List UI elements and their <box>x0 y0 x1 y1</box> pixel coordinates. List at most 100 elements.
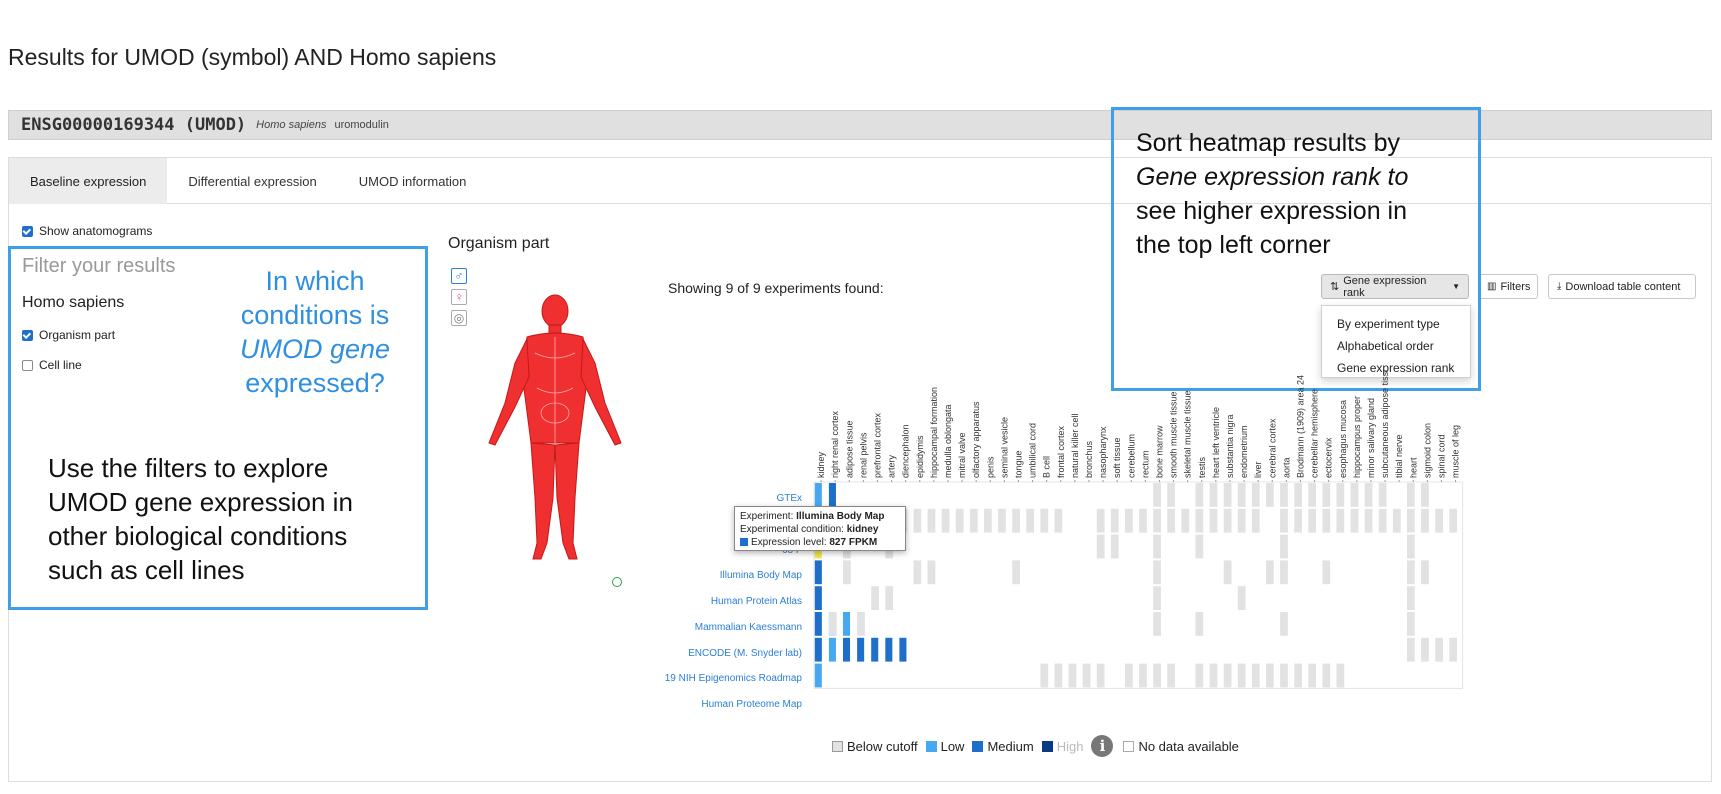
tab-differential-expression[interactable]: Differential expression <box>188 173 317 189</box>
legend-info-icon[interactable]: i <box>1091 735 1114 757</box>
heatmap-column-label: nasopharynx <box>1098 426 1108 478</box>
sort-dropdown-button[interactable]: ⇅ Gene expression rank ▼ <box>1321 274 1469 299</box>
row-label-gtex[interactable]: GTEx <box>776 493 802 504</box>
heatmap-cell <box>814 586 822 610</box>
human-body-anatomogram[interactable] <box>475 293 635 568</box>
download-button[interactable]: ⤓ Download table content <box>1548 274 1696 299</box>
heatmap-cell <box>1096 663 1105 688</box>
tab-umod-information[interactable]: UMOD information <box>358 173 467 189</box>
heatmap-cell <box>1040 663 1049 688</box>
sort-option-experiment-type[interactable]: By experiment type <box>1337 317 1440 331</box>
question-line: In which <box>265 266 365 296</box>
heatmap-cell <box>1407 508 1415 533</box>
row-label-proteome-map[interactable]: Human Proteome Map <box>701 699 802 710</box>
show-anatomograms-checkbox[interactable]: Show anatomograms <box>22 224 152 238</box>
heatmap-cell <box>1223 508 1232 533</box>
legend-swatch <box>1041 740 1053 752</box>
question-line: UMOD gene <box>239 334 391 364</box>
heatmap-cell <box>1251 483 1260 507</box>
heatmap-cell <box>1294 483 1302 507</box>
gene-id: ENSG00000169344 (UMOD) <box>21 115 247 135</box>
heatmap-cell <box>1294 508 1302 533</box>
heatmap-cell <box>1407 612 1415 636</box>
heatmap-column-label: natural killer cell <box>1070 413 1080 478</box>
heatmap-cell <box>1139 508 1147 533</box>
row-label-illumina[interactable]: Illumina Body Map <box>719 570 802 581</box>
heatmap-cell <box>1125 663 1133 688</box>
heatmap-cell <box>871 586 879 610</box>
question-line: expressed? <box>245 368 385 398</box>
heatmap-tooltip: Experiment: Illumina Body Map Experiment… <box>734 506 906 551</box>
chevron-down-icon: ▼ <box>1452 282 1460 291</box>
heatmap-cell <box>814 663 822 688</box>
female-icon[interactable]: ♀ <box>451 289 467 305</box>
brain-icon[interactable]: ◎ <box>451 310 467 326</box>
heatmap-cell <box>1237 663 1246 688</box>
heatmap-cell <box>1153 612 1161 636</box>
legend-swatch <box>925 740 937 752</box>
sort-option-expression-rank[interactable]: Gene expression rank <box>1337 361 1455 375</box>
tab-baseline-expression[interactable]: Baseline expression <box>9 158 168 204</box>
conditions-question: In which conditions is UMOD gene express… <box>215 264 415 400</box>
heatmap-column-label: epididymis <box>915 435 925 478</box>
heatmap-cell <box>955 508 964 533</box>
heatmap-cell <box>1280 534 1288 559</box>
filter-organism-part[interactable]: Organism part <box>22 328 115 342</box>
heatmap-cell <box>1280 560 1288 585</box>
heatmap-column-label: bronchus <box>1084 440 1094 478</box>
results-count: Showing 9 of 9 experiments found: <box>668 280 884 296</box>
heatmap-column-label: diencephalon <box>901 424 911 478</box>
heatmap-column-label: seminal vesicle <box>999 417 1009 478</box>
download-icon: ⤓ <box>1557 281 1562 292</box>
heatmap-cell <box>1026 508 1035 533</box>
heatmap-column-label: heart <box>1408 457 1418 478</box>
heatmap-column-label: right renal cortex <box>830 410 840 478</box>
heatmap-column-label: substantia nigra <box>1225 414 1235 478</box>
filters-button[interactable]: ▥ Filters <box>1478 274 1538 299</box>
heatmap-cell <box>857 637 865 662</box>
row-label-encode[interactable]: ENCODE (M. Snyder lab) <box>688 648 802 659</box>
heatmap-cell <box>1054 508 1063 533</box>
heatmap-column-label: soft tissue <box>1112 437 1122 478</box>
heatmap-cell <box>1336 483 1345 507</box>
sort-option-alphabetical[interactable]: Alphabetical order <box>1337 339 1434 353</box>
heatmap-column-label: cerebellum <box>1126 434 1136 478</box>
heatmap-cell <box>1421 483 1429 507</box>
heatmap-cell <box>1082 663 1091 688</box>
heatmap-column-label: muscle of leg <box>1451 425 1461 478</box>
heatmap-column-label: sigmoid colon <box>1422 423 1432 478</box>
heatmap-column-label: spinal cord <box>1436 434 1446 478</box>
heatmap-legend: Below cutoff Low Medium High i No data a… <box>832 735 1247 757</box>
heatmap-cell <box>843 560 851 585</box>
row-label-nih-roadmap[interactable]: 19 NIH Epigenomics Roadmap <box>664 673 802 684</box>
heatmap-cell <box>1294 663 1302 688</box>
heatmap-cell <box>1195 508 1204 533</box>
heatmap-cell <box>1153 586 1161 610</box>
heatmap-cell <box>1308 483 1317 507</box>
heatmap-column-label: mitral valve <box>957 432 967 478</box>
heatmap-cell <box>1153 534 1161 559</box>
checkbox-checked-icon <box>22 329 33 341</box>
row-label-kaessmann[interactable]: Mammalian Kaessmann <box>694 622 802 633</box>
filter-cell-line[interactable]: Cell line <box>22 358 82 372</box>
anatomogram-info-icon[interactable] <box>612 577 622 587</box>
tab-bar: Baseline expression Differential express… <box>9 158 1711 204</box>
heatmap-cell <box>1378 508 1387 533</box>
note-line: UMOD gene expression in <box>48 487 353 517</box>
note-line: the top left corner <box>1136 231 1331 259</box>
legend-swatch <box>832 740 843 752</box>
heatmap-cell <box>941 508 950 533</box>
heatmap-column-label: kidney <box>816 451 826 478</box>
gene-header: ENSG00000169344 (UMOD) Homo sapiens urom… <box>8 110 1712 140</box>
sort-button-label: Gene expression rank <box>1343 274 1427 299</box>
download-button-label: Download table content <box>1565 280 1681 293</box>
expression-heatmap: kidney right renal cortex adipose tissue re… <box>813 370 1464 689</box>
heatmap-cell <box>1350 508 1359 533</box>
heatmap-column-label: artery <box>887 454 897 478</box>
heatmap-column-label: umbilical cord <box>1028 423 1038 478</box>
row-label-hpa[interactable]: Human Protein Atlas <box>710 596 802 607</box>
filters-button-label: Filters <box>1500 280 1531 293</box>
male-icon[interactable]: ♂ <box>451 268 467 284</box>
heatmap-column-label: bone marrow <box>1154 425 1164 478</box>
heatmap-cell <box>1237 508 1246 533</box>
